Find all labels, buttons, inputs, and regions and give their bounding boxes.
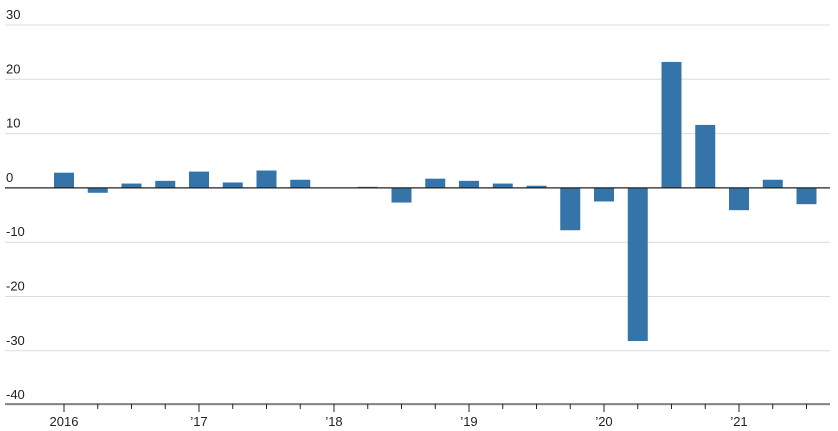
bar: [594, 188, 614, 202]
bar: [257, 171, 277, 188]
x-tick-label: ’20: [595, 414, 612, 429]
x-tick-label: ’21: [730, 414, 747, 429]
bar: [797, 188, 817, 204]
bar: [54, 173, 74, 188]
bar: [729, 188, 749, 210]
y-tick-label: 0: [6, 170, 13, 185]
y-tick-label: 20: [6, 61, 20, 76]
bar: [628, 188, 648, 341]
y-tick-label: -10: [6, 224, 25, 239]
y-tick-label: -30: [6, 333, 25, 348]
x-tick-label: ’17: [190, 414, 207, 429]
y-tick-label: 10: [6, 116, 20, 131]
bar: [493, 184, 513, 188]
bar: [290, 180, 310, 188]
bar: [392, 188, 412, 203]
bar: [560, 188, 580, 230]
bar: [189, 172, 209, 188]
x-tick-label: ’18: [325, 414, 342, 429]
bar: [662, 62, 682, 188]
y-tick-label: -20: [6, 279, 25, 294]
bar: [155, 181, 175, 188]
bar: [763, 180, 783, 188]
bar: [695, 125, 715, 188]
bar: [88, 188, 108, 193]
bar: [223, 182, 243, 187]
x-tick-label: 2016: [50, 414, 79, 429]
bar: [122, 184, 142, 188]
x-tick-label: ’19: [460, 414, 477, 429]
y-tick-label: -40: [6, 387, 25, 402]
y-tick-label: 30: [6, 7, 20, 22]
bar: [459, 181, 479, 188]
bar: [425, 179, 445, 188]
